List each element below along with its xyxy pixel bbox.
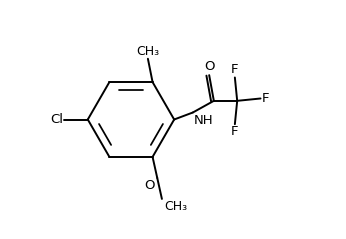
Text: CH₃: CH₃ bbox=[164, 200, 188, 213]
Text: NH: NH bbox=[194, 114, 213, 127]
Text: O: O bbox=[144, 179, 155, 192]
Text: Cl: Cl bbox=[50, 113, 63, 126]
Text: CH₃: CH₃ bbox=[136, 45, 160, 58]
Text: O: O bbox=[204, 60, 215, 73]
Text: F: F bbox=[231, 63, 239, 76]
Text: F: F bbox=[231, 125, 239, 138]
Text: F: F bbox=[262, 92, 269, 105]
